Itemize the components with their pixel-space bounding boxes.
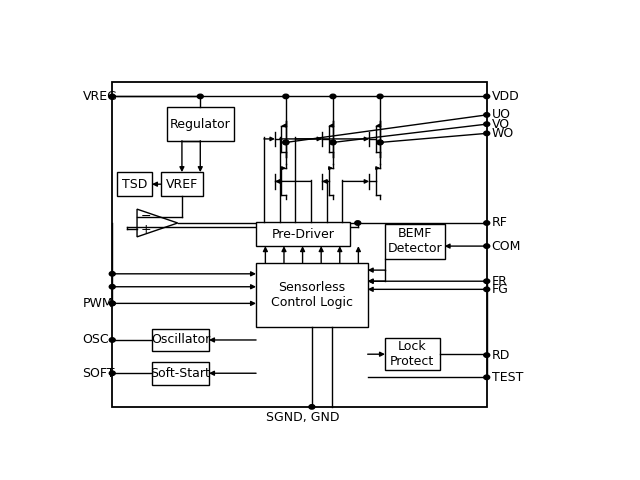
- Text: Sensorless
Control Logic: Sensorless Control Logic: [271, 281, 353, 309]
- Text: RF: RF: [492, 216, 508, 228]
- Bar: [117, 172, 152, 196]
- Bar: [112, 82, 487, 407]
- Circle shape: [330, 140, 336, 144]
- Circle shape: [109, 272, 115, 276]
- Circle shape: [309, 405, 315, 409]
- Text: OSC: OSC: [83, 334, 109, 347]
- Circle shape: [109, 371, 115, 375]
- Text: FR: FR: [492, 275, 508, 288]
- Text: VO: VO: [492, 118, 510, 131]
- Text: Regulator: Regulator: [170, 118, 230, 131]
- Circle shape: [330, 140, 336, 144]
- Text: SOFT: SOFT: [83, 367, 115, 380]
- Circle shape: [109, 301, 115, 306]
- Circle shape: [484, 221, 490, 225]
- Circle shape: [484, 122, 490, 126]
- Bar: [385, 338, 440, 370]
- Circle shape: [484, 353, 490, 357]
- Circle shape: [109, 301, 115, 306]
- Text: PWM: PWM: [83, 297, 113, 310]
- Bar: [167, 108, 234, 141]
- Text: TEST: TEST: [492, 371, 523, 384]
- Text: Soft-Start: Soft-Start: [150, 367, 211, 380]
- Circle shape: [484, 375, 490, 380]
- Text: Pre-Driver: Pre-Driver: [272, 228, 335, 240]
- Text: VREF: VREF: [166, 178, 198, 191]
- Bar: [385, 224, 445, 259]
- Circle shape: [484, 279, 490, 283]
- Text: RD: RD: [492, 348, 510, 361]
- Circle shape: [377, 140, 383, 144]
- Text: Oscillator: Oscillator: [151, 334, 210, 347]
- Bar: [256, 222, 350, 246]
- Text: BEMF
Detector: BEMF Detector: [387, 228, 442, 255]
- Circle shape: [109, 94, 115, 98]
- Circle shape: [484, 94, 490, 98]
- Text: UO: UO: [492, 108, 511, 121]
- Circle shape: [355, 221, 361, 225]
- Circle shape: [377, 140, 383, 144]
- Circle shape: [197, 94, 204, 98]
- Text: WO: WO: [492, 127, 514, 140]
- Circle shape: [484, 113, 490, 117]
- Bar: [161, 172, 203, 196]
- Circle shape: [330, 94, 336, 98]
- Circle shape: [283, 140, 289, 144]
- Text: COM: COM: [492, 240, 521, 252]
- Circle shape: [109, 338, 115, 342]
- Text: VREG: VREG: [83, 90, 117, 103]
- Circle shape: [484, 131, 490, 135]
- Text: TSD: TSD: [122, 178, 147, 191]
- Text: Lock
Protect: Lock Protect: [390, 340, 435, 368]
- Circle shape: [283, 94, 289, 98]
- Bar: [152, 328, 209, 351]
- Circle shape: [484, 287, 490, 291]
- Text: VDD: VDD: [492, 90, 520, 103]
- Bar: [152, 362, 209, 384]
- Circle shape: [283, 140, 289, 144]
- Circle shape: [377, 94, 383, 98]
- Text: FG: FG: [492, 283, 509, 296]
- Text: SGND, GND: SGND, GND: [266, 411, 340, 424]
- Circle shape: [109, 285, 115, 289]
- Bar: [256, 263, 367, 327]
- Circle shape: [484, 244, 490, 248]
- Text: +: +: [141, 223, 152, 236]
- Text: −: −: [141, 210, 152, 223]
